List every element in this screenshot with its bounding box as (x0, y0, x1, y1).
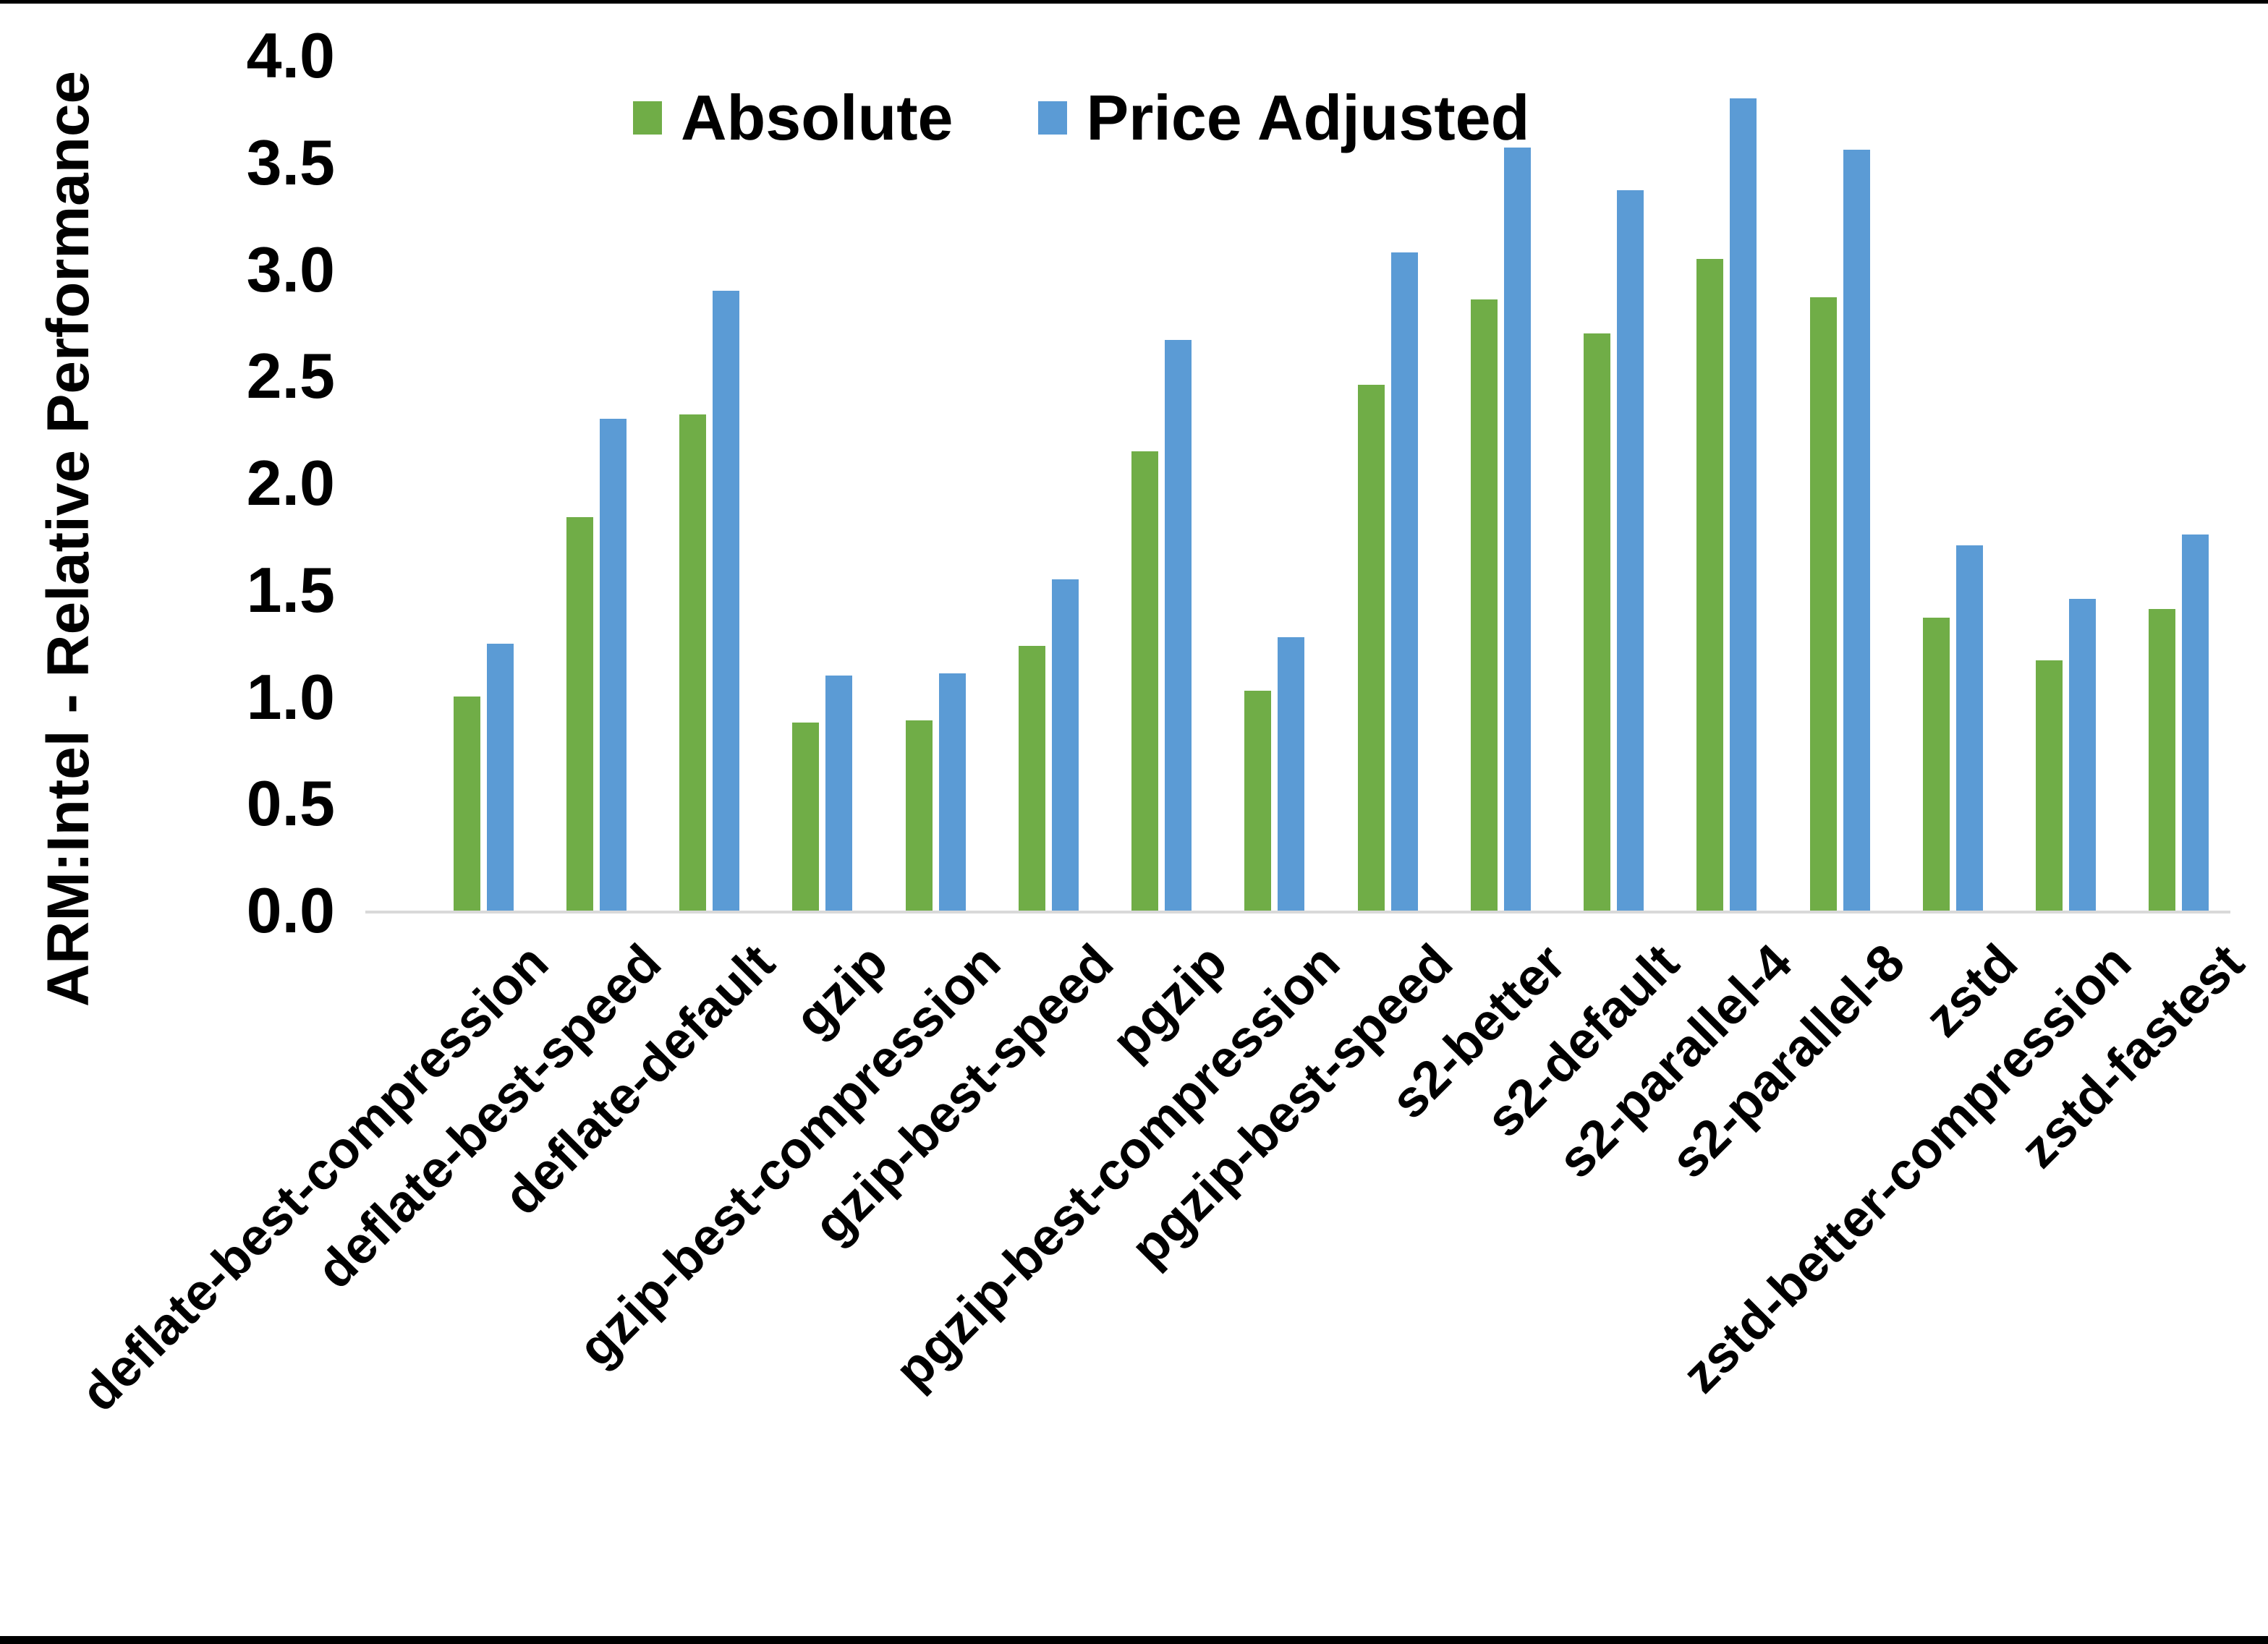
y-tick-label-1.5: 1.5 (246, 553, 335, 626)
bar-price-adjusted-gzip (825, 676, 852, 911)
bar-price-adjusted-zstd (1956, 545, 1983, 911)
bar-absolute-gzip-best-speed (1019, 646, 1045, 911)
bar-absolute-s2-parallel-4 (1696, 259, 1723, 911)
bar-absolute-zstd-fastest (2149, 609, 2175, 911)
bar-price-adjusted-gzip-best-speed (1052, 579, 1079, 911)
legend-swatch-price-adjusted (1038, 101, 1068, 135)
y-tick-label-3.0: 3.0 (246, 233, 335, 305)
bar-price-adjusted-s2-default (1617, 190, 1644, 911)
y-tick-label-2.0: 2.0 (246, 447, 335, 519)
y-tick-label-4.0: 4.0 (246, 20, 335, 91)
bar-price-adjusted-s2-parallel-8 (1843, 150, 1870, 911)
bar-price-adjusted-zstd-fastest (2182, 534, 2209, 911)
bar-price-adjusted-deflate-best-speed (600, 419, 627, 911)
x-label-deflate-best-compression: deflate-best-compression (70, 933, 560, 1423)
bar-absolute-gzip-best-compression (906, 720, 933, 911)
bar-absolute-zstd-better-compression (2036, 660, 2063, 911)
bar-absolute-deflate-default (679, 414, 706, 911)
y-tick-label-3.5: 3.5 (246, 126, 335, 198)
bar-price-adjusted-deflate-best-compression (487, 644, 514, 911)
bar-absolute-zstd (1923, 618, 1950, 911)
y-tick-label-0.0: 0.0 (246, 874, 335, 946)
bar-absolute-gzip (792, 723, 819, 911)
bar-absolute-deflate-best-speed (566, 517, 593, 911)
legend: Absolute Price Adjusted (633, 81, 1529, 155)
bar-price-adjusted-s2-better (1504, 148, 1531, 911)
bar-price-adjusted-pgzip (1165, 340, 1192, 911)
legend-label-price-adjusted: Price Adjusted (1086, 82, 1530, 153)
y-axis-title: ARM:Intel - Relative Performance (35, 70, 101, 1008)
frame-bottom-border (0, 1636, 2268, 1644)
y-tick-label-2.5: 2.5 (246, 340, 335, 412)
bar-absolute-pgzip-best-compression (1244, 691, 1271, 911)
legend-item-price-adjusted: Price Adjusted (1038, 81, 1529, 155)
bar-absolute-s2-better (1471, 299, 1498, 911)
legend-item-absolute: Absolute (633, 81, 953, 155)
legend-swatch-absolute (633, 101, 662, 135)
bar-price-adjusted-pgzip-best-compression (1278, 637, 1304, 911)
x-axis-line (365, 911, 2230, 913)
bar-price-adjusted-pgzip-best-speed (1391, 252, 1418, 911)
bar-price-adjusted-deflate-default (713, 291, 739, 911)
bar-price-adjusted-zstd-better-compression (2069, 599, 2096, 911)
bar-price-adjusted-s2-parallel-4 (1730, 98, 1757, 911)
bar-absolute-pgzip-best-speed (1358, 385, 1385, 911)
bar-absolute-s2-parallel-8 (1810, 297, 1837, 911)
legend-label-absolute: Absolute (681, 82, 954, 153)
bar-absolute-s2-default (1584, 333, 1610, 911)
y-tick-label-0.5: 0.5 (246, 767, 335, 840)
bar-absolute-deflate-best-compression (454, 697, 480, 911)
bar-absolute-pgzip (1131, 451, 1158, 911)
frame-top-border (0, 0, 2268, 4)
bar-price-adjusted-gzip-best-compression (939, 673, 966, 911)
y-tick-label-1.0: 1.0 (246, 660, 335, 733)
